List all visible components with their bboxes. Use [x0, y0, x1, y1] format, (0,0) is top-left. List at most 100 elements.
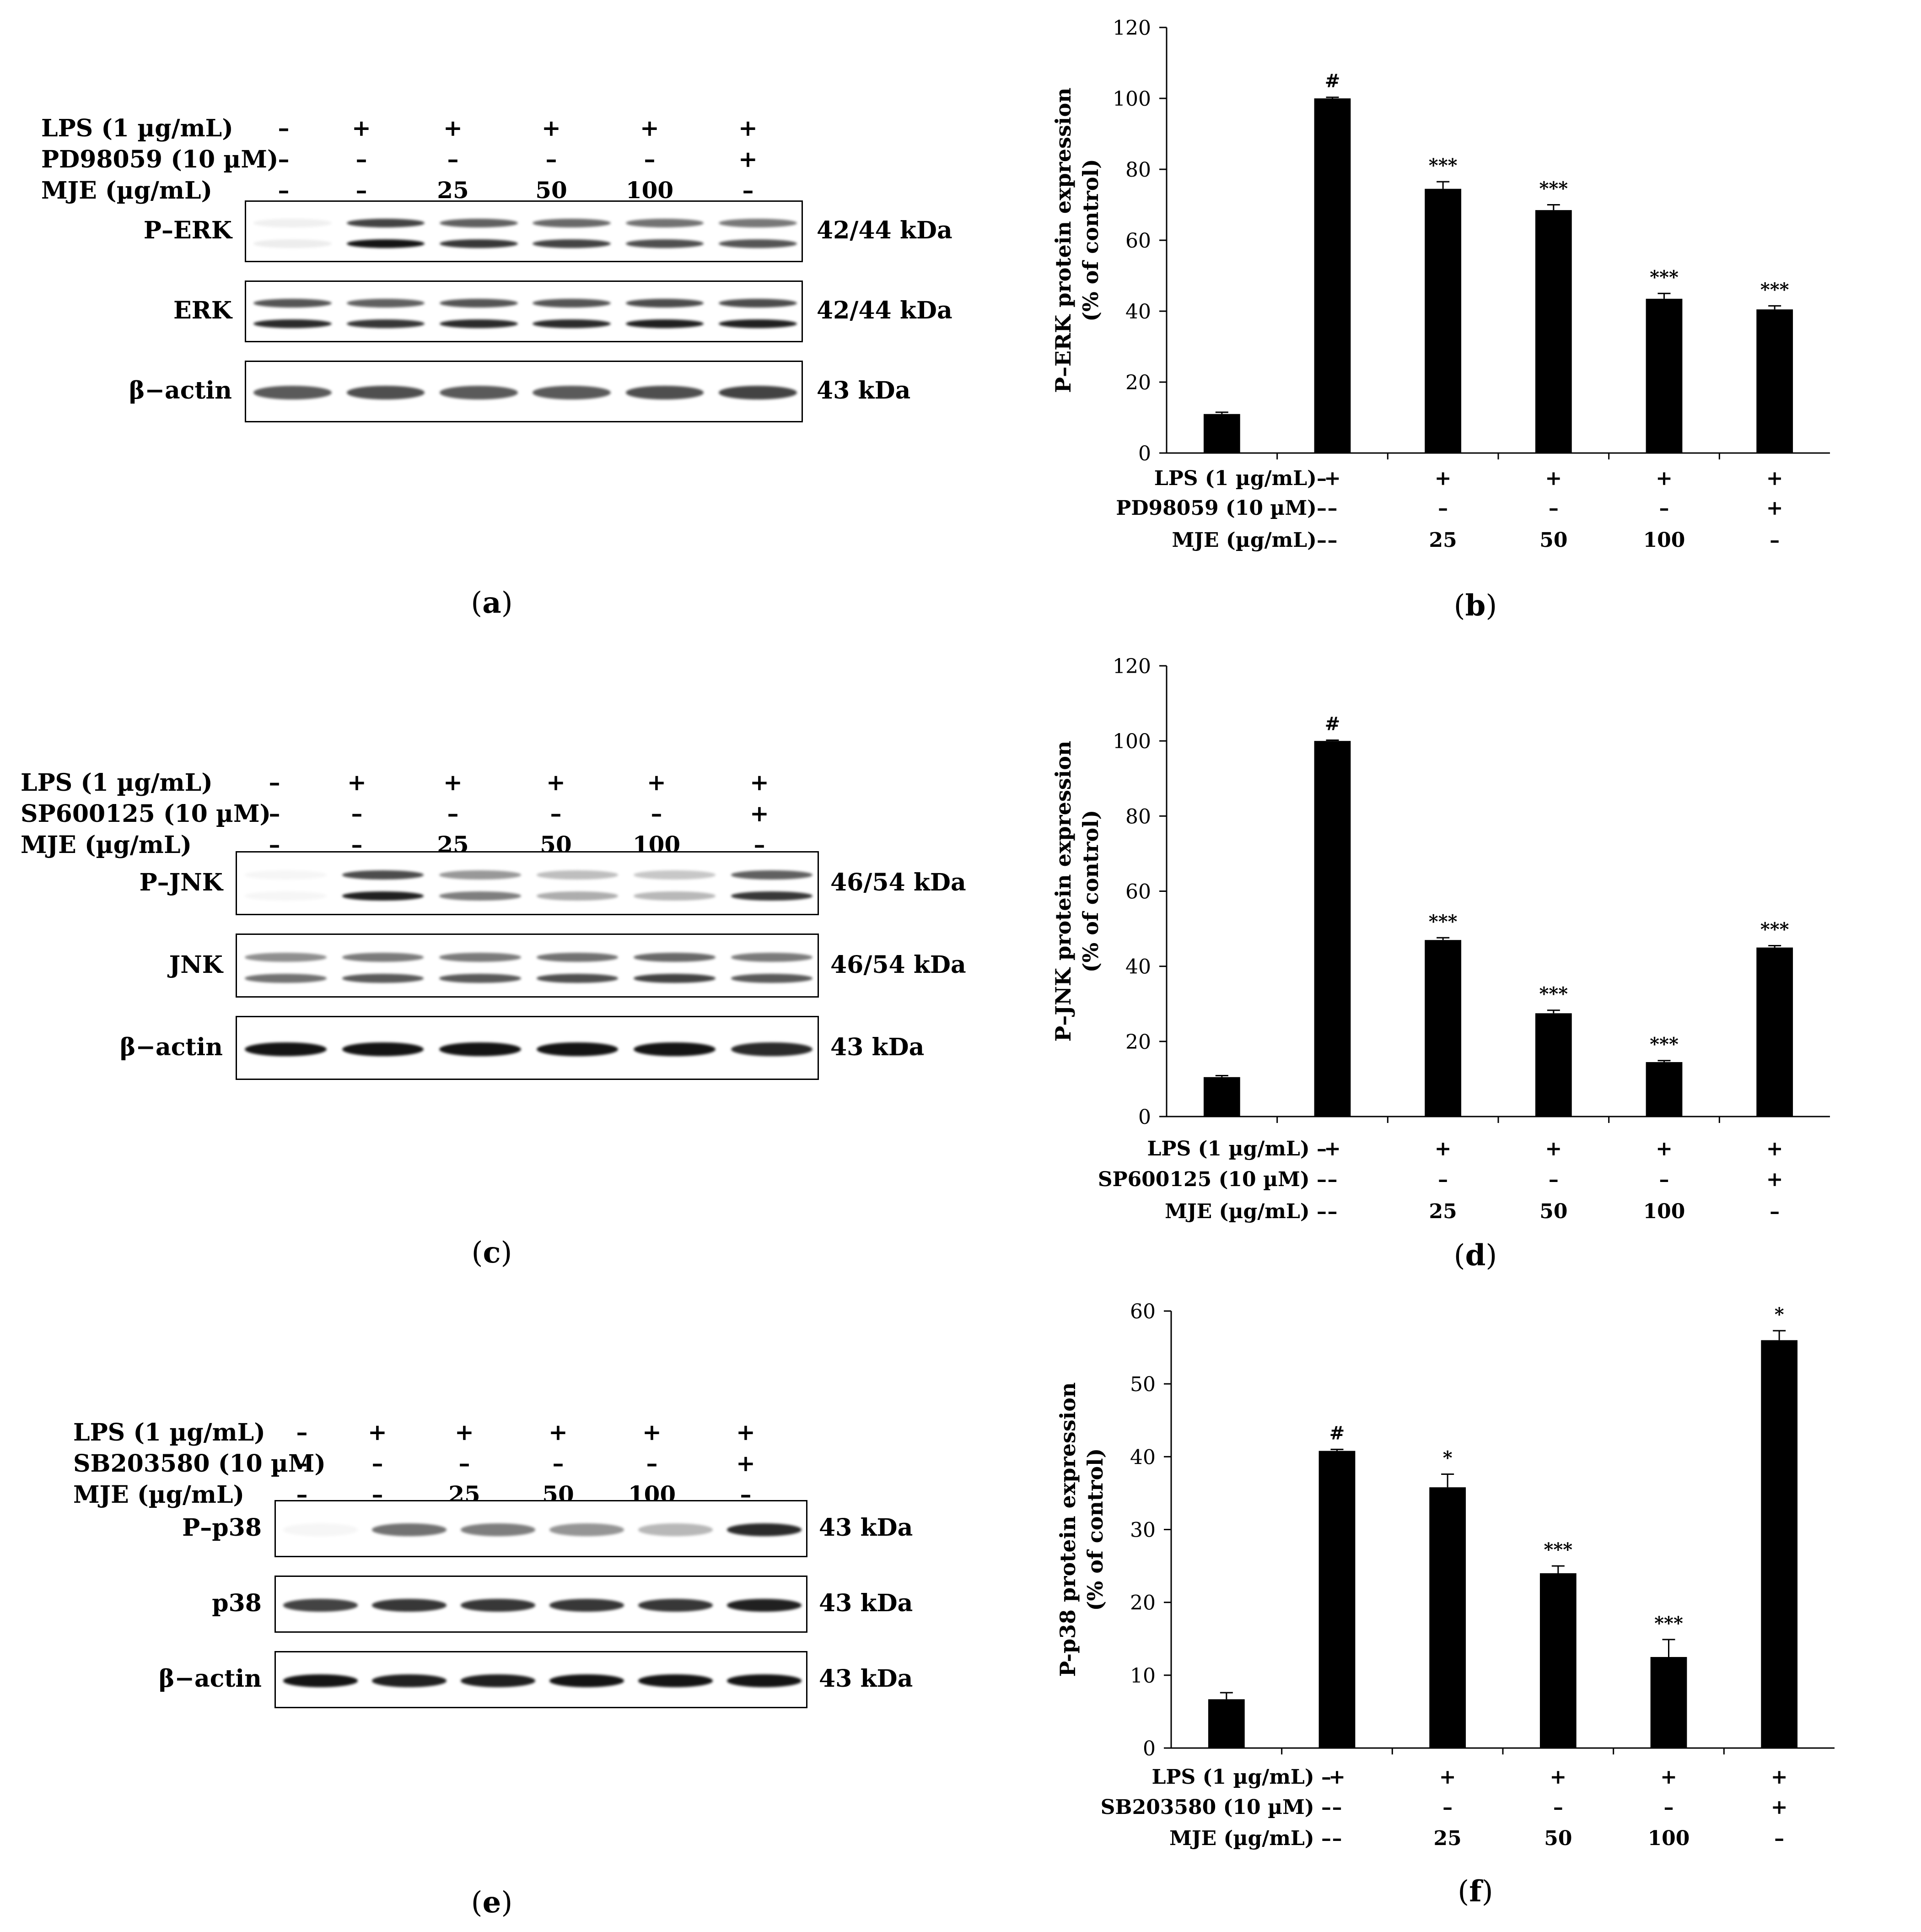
blot-row-label: JNK: [169, 951, 223, 979]
protein-band: [731, 1042, 813, 1057]
condition-value: 25: [1434, 1827, 1462, 1850]
protein-band: [536, 1042, 618, 1057]
condition-value: +: [1545, 467, 1562, 490]
y-tick-label: 0: [1138, 442, 1151, 465]
protein-band: [342, 953, 424, 962]
significance-marker: #: [1325, 70, 1340, 92]
y-axis-label: P–JNK protein expression (% of control): [1051, 741, 1103, 1042]
protein-band: [371, 1523, 447, 1536]
protein-band: [731, 974, 813, 983]
significance-marker: #: [1325, 713, 1340, 735]
protein-band: [625, 239, 704, 248]
protein-band: [439, 299, 518, 308]
condition-value: 50: [535, 177, 567, 204]
blot-image: [274, 1500, 807, 1557]
condition-value: –: [1664, 1796, 1674, 1819]
condition-value: –: [1549, 496, 1559, 520]
condition-value: +: [1329, 1765, 1345, 1789]
condition-value: +: [750, 769, 769, 796]
protein-band: [533, 299, 611, 308]
blot-image: [245, 360, 803, 422]
protein-band: [371, 1674, 447, 1687]
protein-band: [245, 974, 327, 983]
significance-marker: ***: [1429, 911, 1458, 932]
condition-value: +: [640, 114, 659, 141]
condition-label: MJE (µg/mL) –: [1169, 1827, 1331, 1850]
condition-value: –: [545, 146, 557, 173]
condition-value: –: [269, 769, 280, 796]
condition-label: MJE (µg/mL): [21, 831, 192, 859]
protein-band: [731, 891, 813, 901]
protein-band: [460, 1599, 535, 1612]
condition-value: +: [1435, 1137, 1452, 1160]
protein-band: [371, 1599, 447, 1612]
protein-band: [245, 953, 327, 962]
protein-band: [253, 219, 332, 228]
bar: [1203, 1077, 1240, 1117]
condition-value: +: [1771, 1796, 1788, 1819]
blot-row-label: β−actin: [158, 1665, 262, 1693]
condition-value: 25: [437, 177, 469, 204]
protein-band: [727, 1674, 802, 1687]
molecular-weight-label: 42/44 kDa: [817, 297, 952, 324]
protein-band: [533, 386, 611, 399]
condition-value: –: [296, 1419, 308, 1446]
condition-value: 25: [1429, 1200, 1457, 1223]
condition-label: LPS (1 µg/mL): [21, 769, 213, 797]
condition-value: –: [1659, 496, 1669, 520]
significance-marker: #: [1329, 1422, 1345, 1444]
protein-band: [625, 386, 704, 399]
molecular-weight-label: 46/54 kDa: [830, 951, 966, 979]
condition-value: –: [1549, 1168, 1559, 1191]
protein-band: [342, 870, 424, 880]
protein-band: [718, 299, 797, 308]
y-tick-label: 20: [1125, 371, 1151, 394]
condition-label: MJE (µg/mL) –: [1165, 1200, 1327, 1223]
condition-value: +: [347, 769, 366, 796]
protein-band: [638, 1674, 713, 1687]
protein-band: [283, 1674, 358, 1687]
condition-value: –: [1770, 1200, 1780, 1223]
y-tick-label: 100: [1113, 87, 1151, 111]
condition-value: +: [455, 1419, 474, 1446]
y-axis-label: P-p38 protein expression (% of control): [1055, 1382, 1108, 1677]
y-tick-label: 60: [1125, 880, 1151, 904]
protein-band: [439, 219, 518, 228]
condition-value: –: [355, 177, 367, 204]
protein-band: [346, 386, 425, 399]
protein-band: [625, 219, 704, 228]
blot-image: [245, 280, 803, 342]
y-tick-label: 120: [1113, 16, 1151, 40]
y-tick-label: 60: [1125, 229, 1151, 253]
bar-chart-panel-f: 0 10 20 30 40 50 60 P-p38 protein expression (% …: [1055, 1300, 1835, 1909]
condition-value: –: [1774, 1827, 1784, 1850]
protein-band: [731, 870, 813, 880]
condition-value: –: [278, 177, 290, 204]
y-tick-label: 40: [1125, 300, 1151, 324]
panel-caption: (f): [1458, 1874, 1493, 1909]
blot-image: [236, 851, 819, 915]
condition-value: +: [738, 114, 758, 141]
significance-marker: ***: [1760, 919, 1789, 940]
y-tick-label: 40: [1130, 1446, 1156, 1469]
condition-value: –: [1659, 1168, 1669, 1191]
condition-value: +: [368, 1419, 387, 1446]
y-tick-label: 0: [1143, 1737, 1156, 1760]
significance-marker: ***: [1429, 155, 1458, 176]
y-tick-label: 30: [1130, 1519, 1156, 1542]
blot-image: [274, 1651, 807, 1708]
condition-value: +: [443, 769, 463, 796]
y-tick-label: 100: [1113, 730, 1151, 753]
bar: [1756, 947, 1793, 1117]
condition-value: –: [1438, 496, 1448, 520]
protein-band: [718, 386, 797, 399]
condition-value: –: [742, 177, 754, 204]
protein-band: [731, 953, 813, 962]
protein-band: [625, 299, 704, 308]
condition-value: +: [542, 114, 561, 141]
blot-row-label: β−actin: [119, 1033, 223, 1061]
condition-value: –: [1328, 496, 1338, 520]
protein-band: [253, 299, 332, 308]
protein-band: [346, 239, 425, 248]
condition-value: +: [1656, 1137, 1673, 1160]
